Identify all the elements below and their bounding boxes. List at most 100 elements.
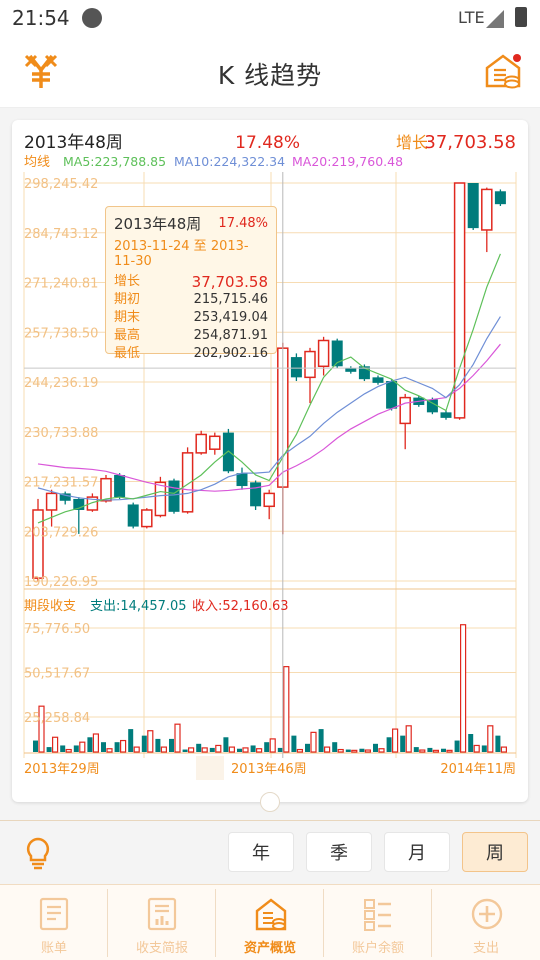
app-bar: K 线趋势 xyxy=(0,36,540,108)
income-bar xyxy=(310,731,317,753)
week-title: 2013年48周 xyxy=(24,133,123,153)
income-bar xyxy=(487,725,494,753)
candle-body-up xyxy=(453,182,466,419)
income-bar xyxy=(201,747,208,753)
candle-body-up xyxy=(100,477,112,502)
candle-body-up xyxy=(181,452,194,513)
tooltip-value: 202,902.16 xyxy=(193,346,268,361)
report-icon[interactable] xyxy=(484,52,522,94)
expense-bar xyxy=(495,735,501,752)
income-bar xyxy=(405,725,412,753)
candle-body-down xyxy=(440,412,452,418)
x-axis-marker xyxy=(196,756,224,780)
tab-bills[interactable]: 账单 xyxy=(0,885,108,960)
tooltip-week: 2013年48周 xyxy=(114,215,202,233)
income-bar xyxy=(324,746,331,753)
candle-body-up xyxy=(399,396,411,425)
period-week-button[interactable]: 周 xyxy=(462,832,528,872)
expense-bar xyxy=(114,742,120,752)
income-bar xyxy=(174,723,181,753)
tooltip-value: 253,419.04 xyxy=(193,310,268,325)
tooltip-label: 期末 xyxy=(114,310,141,325)
tooltip-date-range: 2013-11-24 至 2013-11-30 xyxy=(114,239,249,269)
expense-bar xyxy=(169,738,174,752)
candle-body-up xyxy=(154,481,167,517)
period-year-button[interactable]: 年 xyxy=(228,832,294,872)
x-axis-label: 2014年11周 xyxy=(440,762,516,777)
tab-label: 账单 xyxy=(40,941,67,956)
tab-expense[interactable]: 支出 xyxy=(432,885,540,960)
income-bar xyxy=(392,728,399,753)
expense-bar xyxy=(250,745,256,752)
battery-icon xyxy=(515,7,527,27)
candle-body-down xyxy=(426,399,438,413)
income-bar xyxy=(242,747,249,753)
tab-account-balance[interactable]: 账户余额 xyxy=(324,885,432,960)
candle-body-down xyxy=(372,377,384,383)
income-bar xyxy=(473,744,480,753)
period-month-button[interactable]: 月 xyxy=(384,832,450,872)
income-bar xyxy=(228,746,235,753)
expense-bar xyxy=(277,747,283,752)
lightbulb-icon[interactable] xyxy=(24,836,52,874)
volume-axis-label: 50,517.67 xyxy=(24,667,90,682)
expense-bar xyxy=(264,742,270,752)
x-axis-label: 2013年29周 xyxy=(24,762,100,777)
income-bar xyxy=(419,749,426,753)
tooltip-value: 254,871.91 xyxy=(193,328,268,343)
candle-body-up xyxy=(481,188,493,231)
x-axis-label: 2013年46周 xyxy=(231,762,307,777)
tooltip-label: 期初 xyxy=(114,292,141,307)
income-legend: 收入:52,160.63 xyxy=(192,599,289,614)
report-chart-icon xyxy=(146,897,178,937)
price-axis-label: 298,245.42 xyxy=(24,177,98,192)
candle-body-down xyxy=(250,482,262,507)
income-bar xyxy=(65,748,72,753)
expense-bar xyxy=(318,729,324,752)
candle-body-down xyxy=(358,366,370,380)
tab-label: 支出 xyxy=(472,941,499,956)
volume-label: 期段收支 xyxy=(24,599,76,614)
price-axis-label: 190,226.95 xyxy=(24,575,98,590)
expense-bar xyxy=(87,737,93,752)
tooltip-label: 最低 xyxy=(114,346,141,361)
candle-body-up xyxy=(304,350,316,379)
expense-bar xyxy=(128,729,134,752)
expense-bar xyxy=(400,735,406,752)
expense-bar xyxy=(373,743,378,752)
network-type: LTE xyxy=(458,8,485,27)
candle-body-down xyxy=(290,357,302,378)
tab-divider xyxy=(215,889,216,957)
candle-body-up xyxy=(317,339,330,368)
income-bar xyxy=(147,730,154,753)
income-bar xyxy=(106,748,113,753)
tab-divider xyxy=(431,889,432,957)
account-list-icon xyxy=(362,897,394,937)
expense-bar xyxy=(345,749,351,752)
volume-axis-label: 75,776.50 xyxy=(24,622,90,637)
asset-house-icon xyxy=(254,897,288,937)
income-bar xyxy=(337,748,344,753)
yen-menu-icon[interactable] xyxy=(22,52,60,94)
ma20-legend: MA20:219,760.48 xyxy=(292,154,403,169)
expense-bar xyxy=(60,745,66,752)
ma5-line xyxy=(37,253,501,524)
candle-body-down xyxy=(59,493,71,501)
candle-body-up xyxy=(141,509,153,528)
signal-icon xyxy=(486,10,504,28)
expense-bar xyxy=(305,743,310,752)
price-axis-label: 271,240.81 xyxy=(24,277,98,292)
add-circle-icon xyxy=(470,897,504,937)
candle-body-down xyxy=(494,191,506,205)
income-bar xyxy=(269,738,276,753)
tooltip-percent: 17.48% xyxy=(218,216,268,231)
tab-income-report[interactable]: 收支简报 xyxy=(108,885,216,960)
tab-asset-overview[interactable]: 资产概览 xyxy=(216,885,324,960)
income-bar xyxy=(119,739,127,753)
expense-bar xyxy=(359,748,365,752)
tab-divider xyxy=(323,889,324,957)
period-quarter-button[interactable]: 季 xyxy=(306,832,372,872)
expense-bar xyxy=(155,738,161,752)
card-expand-handle[interactable] xyxy=(260,792,280,812)
